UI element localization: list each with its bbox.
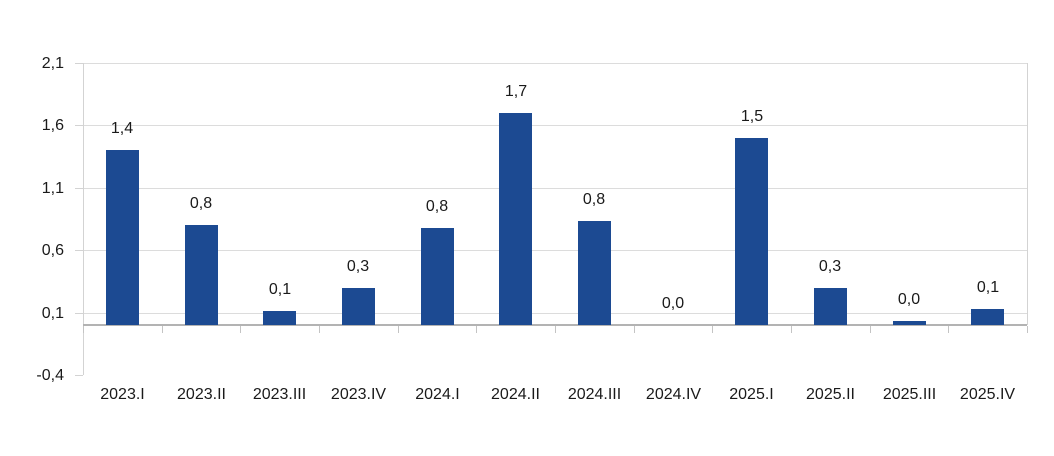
y-axis-line	[83, 63, 84, 375]
bar-2024-ii	[499, 113, 532, 325]
x-axis-tick-mark	[398, 326, 399, 333]
x-axis-tick-mark	[162, 326, 163, 333]
y-axis-tick-label: -0,4	[36, 367, 64, 384]
x-axis-tick-mark	[240, 326, 241, 333]
x-axis-tick-mark	[476, 326, 477, 333]
plot-right-border	[1027, 63, 1028, 325]
y-tick-mark	[75, 375, 83, 376]
bar-value-label: 1,5	[740, 108, 764, 125]
x-axis-tick-mark	[1027, 326, 1028, 333]
x-axis-tick-mark	[712, 326, 713, 333]
x-axis-category-label: 2023.IV	[330, 386, 387, 403]
bar-value-label: 0,3	[346, 258, 370, 275]
y-axis-tick-label: 1,1	[41, 180, 64, 197]
y-axis-tick-label: 0,1	[41, 305, 64, 322]
gridline-0-1	[83, 313, 1027, 314]
x-axis-category-label: 2025.III	[882, 386, 937, 403]
y-axis-tick-label: 0,6	[41, 242, 64, 259]
bar-value-label: 0,8	[425, 198, 449, 215]
bar-value-label: 0,0	[661, 295, 685, 312]
x-axis-category-label: 2024.I	[415, 386, 460, 403]
x-axis-tick-mark	[634, 326, 635, 333]
bar-value-label: 1,4	[110, 120, 134, 137]
bar-value-label: 0,1	[976, 279, 1000, 296]
bar-2023-ii	[185, 225, 218, 325]
x-axis-category-label: 2023.II	[177, 386, 226, 403]
bar-value-label: 0,1	[268, 281, 292, 298]
x-axis-category-label: 2025.II	[806, 386, 855, 403]
y-tick-mark	[75, 250, 83, 251]
y-axis-tick-label: 2,1	[41, 55, 64, 72]
x-axis-tick-mark	[319, 326, 320, 333]
x-axis-category-label: 2023.I	[100, 386, 145, 403]
x-axis-tick-mark	[791, 326, 792, 333]
gridline-2-1	[83, 63, 1027, 64]
x-axis-tick-mark	[83, 326, 84, 333]
y-axis-tick-label: 1,6	[41, 117, 64, 134]
bar-2023-i	[106, 150, 139, 325]
bar-value-label: 0,3	[818, 258, 842, 275]
x-axis-category-label: 2024.II	[491, 386, 540, 403]
bar-value-label: 1,7	[504, 83, 528, 100]
y-tick-mark	[75, 188, 83, 189]
y-tick-mark	[75, 313, 83, 314]
gridline-0-6	[83, 250, 1027, 251]
y-tick-mark	[75, 63, 83, 64]
gridline-1-1	[83, 188, 1027, 189]
gridline-1-6	[83, 125, 1027, 126]
x-axis-category-label: 2024.IV	[645, 386, 702, 403]
x-axis-tick-mark	[870, 326, 871, 333]
bar-2024-i	[421, 228, 454, 325]
bar-2023-iv	[342, 288, 375, 325]
bar-2023-iii	[263, 311, 296, 325]
bar-value-label: 0,0	[897, 291, 921, 308]
bar-2024-iii	[578, 221, 611, 325]
x-axis-zero-line	[83, 324, 1027, 326]
bar-2025-iii	[893, 321, 926, 325]
y-tick-mark	[75, 125, 83, 126]
bar-2025-ii	[814, 288, 847, 325]
x-axis-category-label: 2025.IV	[959, 386, 1016, 403]
x-axis-tick-mark	[948, 326, 949, 333]
bar-value-label: 0,8	[189, 195, 213, 212]
bar-2025-iv	[971, 309, 1004, 325]
bar-value-label: 0,8	[582, 191, 606, 208]
x-axis-category-label: 2025.I	[729, 386, 774, 403]
x-axis-category-label: 2023.III	[252, 386, 307, 403]
x-axis-category-label: 2024.III	[567, 386, 622, 403]
bar-2025-i	[735, 138, 768, 325]
x-axis-tick-mark	[555, 326, 556, 333]
